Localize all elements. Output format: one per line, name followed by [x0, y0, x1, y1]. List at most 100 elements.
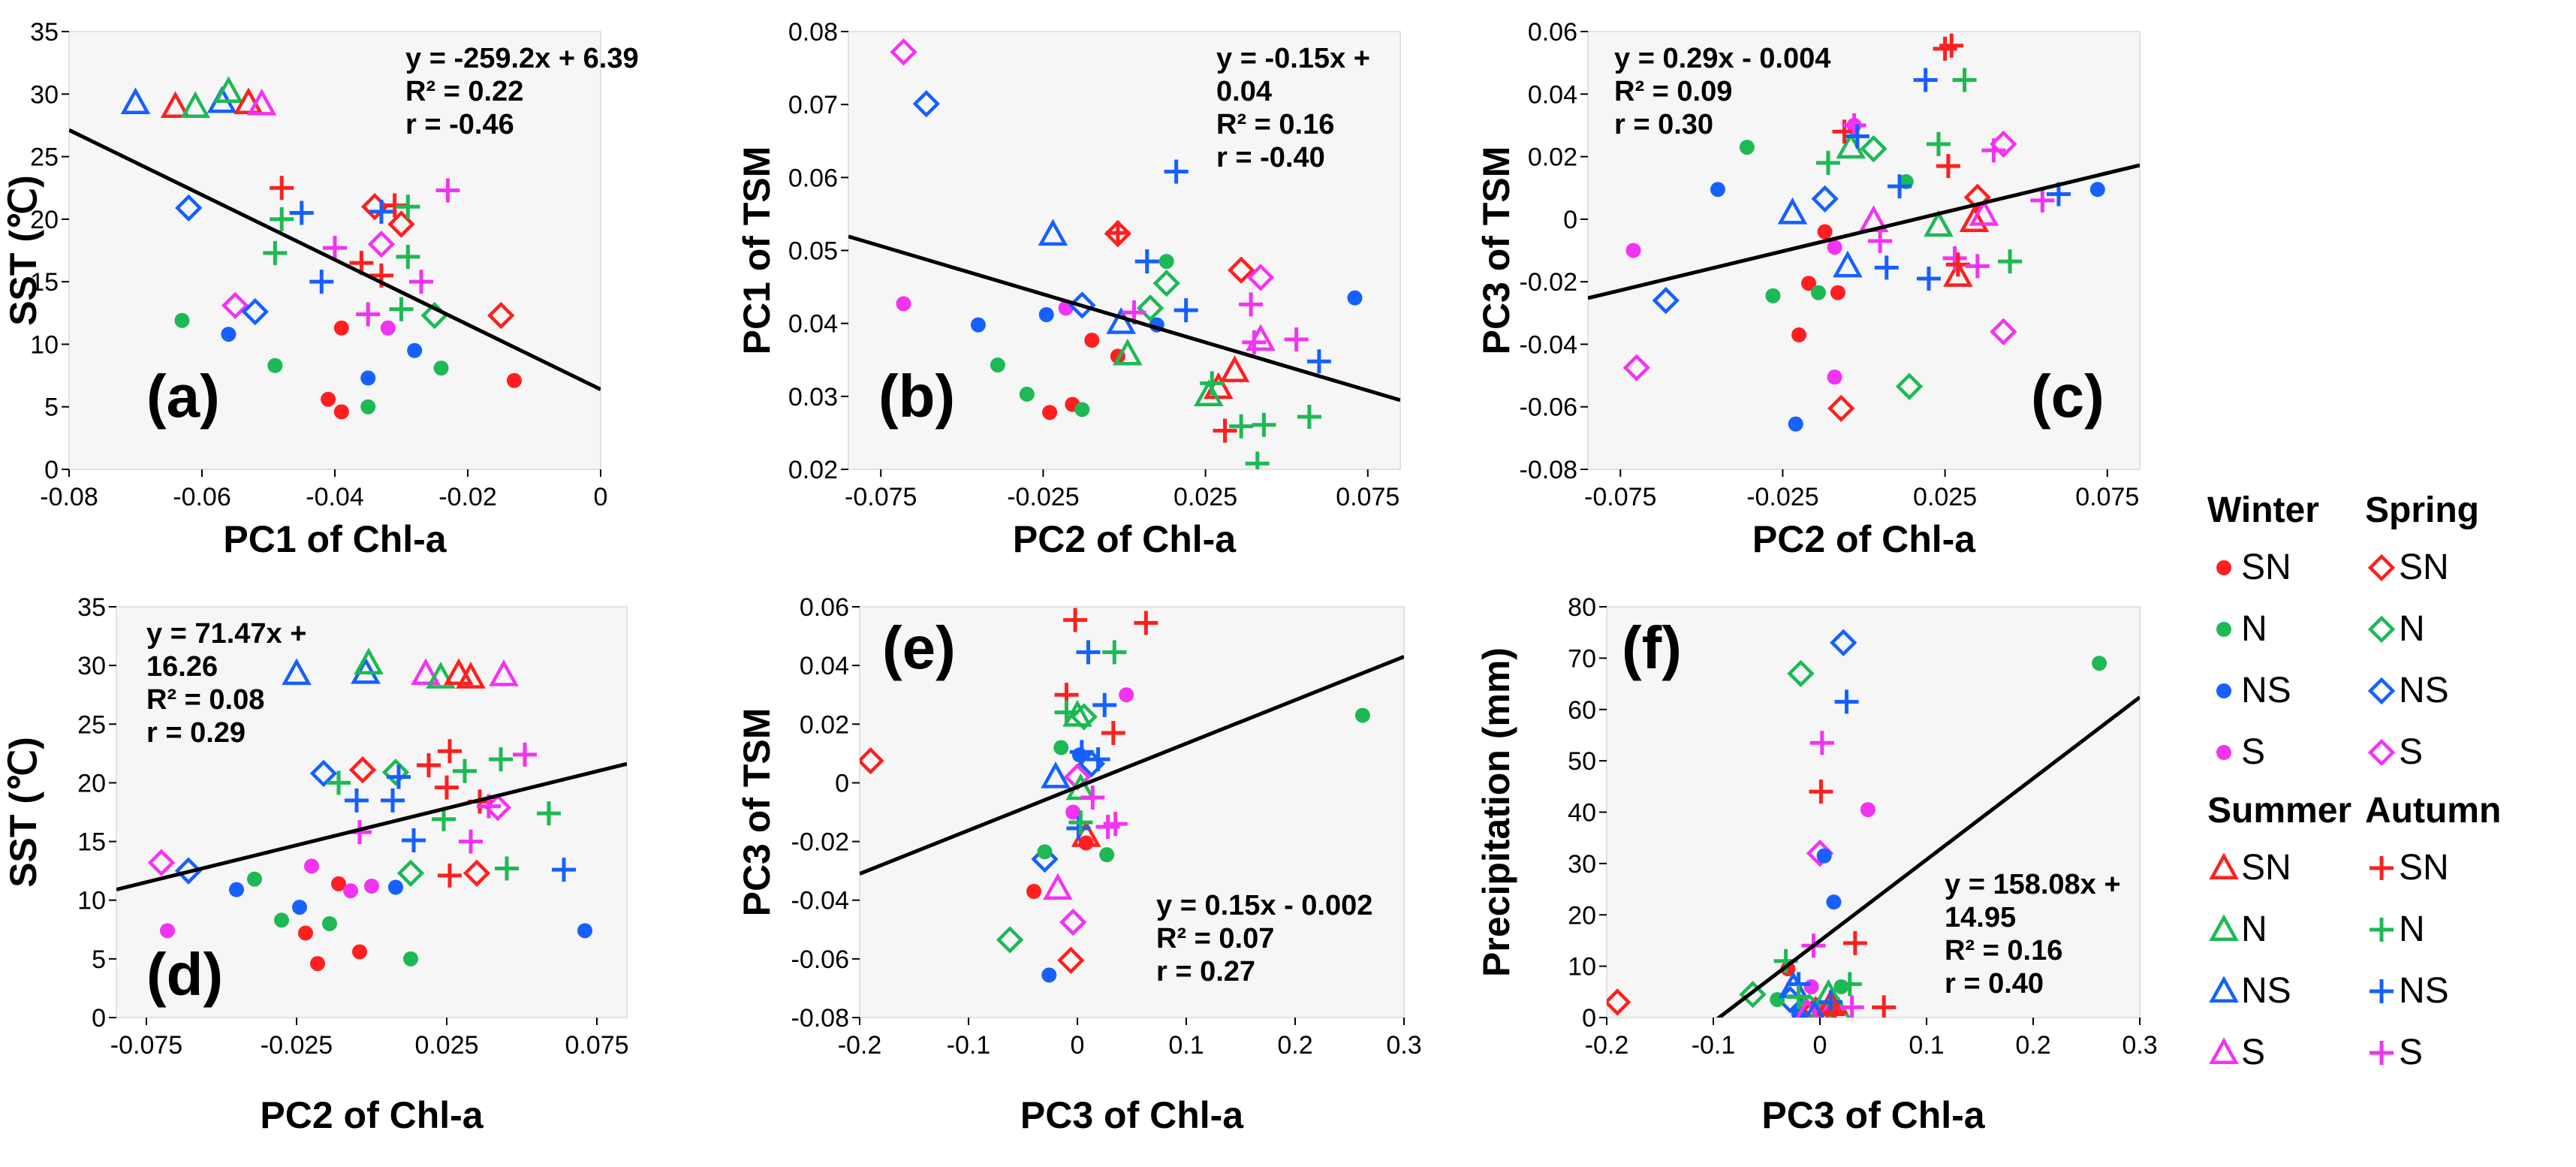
point-spring-s: [367, 230, 396, 258]
point-winter-ns: [1816, 848, 1832, 864]
point-summer-n: [354, 647, 384, 675]
point-winter-ns: [2089, 182, 2105, 198]
point-autumn-s: [1842, 113, 1866, 137]
point-winter-ns: [1710, 182, 1725, 198]
point-summer-sn: [1959, 205, 1990, 232]
point-spring-sn: [462, 859, 491, 887]
regression-equation-line: r = 0.40: [1945, 968, 2044, 1000]
point-winter-s: [896, 296, 911, 312]
data-layer-f: [1607, 629, 2140, 1018]
panel-label: (c): [2031, 363, 2104, 430]
regression-line: [848, 234, 1400, 403]
point-winter-sn: [1791, 327, 1807, 342]
regression-equation-line: y = 158.08x +: [1945, 869, 2121, 900]
x-tick-label: 0.1: [1909, 1031, 1944, 1060]
point-autumn-sn: [1063, 608, 1088, 632]
legend-season-spring: Spring: [2365, 490, 2479, 530]
point-winter-sn: [333, 320, 349, 336]
point-spring-n: [1895, 372, 1924, 400]
legend-label: NS: [2399, 971, 2449, 1011]
legend-label: NS: [2399, 671, 2449, 710]
point-autumn-n: [1252, 412, 1276, 437]
point-spring-sn: [348, 756, 377, 784]
point-summer-ns: [1106, 307, 1137, 334]
point-autumn-sn: [417, 752, 441, 777]
point-winter-n: [1099, 847, 1115, 863]
point-spring-s: [147, 849, 176, 876]
panel-label: (d): [146, 941, 223, 1008]
point-autumn-sn: [1872, 995, 1897, 1018]
legend-marker-winter-sn: [2216, 560, 2231, 575]
x-tick-label: -0.02: [438, 483, 497, 511]
point-autumn-ns: [289, 201, 314, 225]
y-tick-label: -0.06: [791, 945, 850, 974]
point-winter-s: [1827, 369, 1842, 385]
point-summer-sn: [160, 91, 191, 118]
point-summer-n: [180, 91, 210, 118]
point-autumn-n: [327, 770, 351, 795]
y-tick-label: 70: [1568, 644, 1596, 673]
point-autumn-n: [396, 194, 420, 219]
x-tick-label: 0.3: [1386, 1031, 1421, 1060]
point-winter-sn: [1042, 405, 1058, 421]
point-winter-n: [1053, 740, 1069, 755]
y-tick-label: 80: [1568, 593, 1596, 622]
point-autumn-s: [1239, 292, 1264, 317]
legend: WinterSNNNSSSpringSNNNSSSummerSNNNSSAutu…: [2207, 490, 2501, 1072]
point-winter-s: [1860, 802, 1876, 818]
y-tick-label: 60: [1568, 696, 1596, 725]
y-tick-label: 0.06: [800, 593, 849, 622]
x-axis-title: PC2 of Chl-a: [1752, 518, 1976, 560]
regression-equation-line: y = -0.15x +: [1216, 43, 1370, 74]
x-tick-label: 0: [1071, 1031, 1085, 1060]
regression-equation-line: y = 0.29x - 0.004: [1614, 43, 1830, 74]
legend-marker-spring-ns: [2367, 677, 2396, 705]
legend-label: NS: [2241, 971, 2291, 1011]
point-summer-ns: [282, 658, 312, 686]
point-spring-s: [1059, 908, 1087, 936]
point-spring-ns: [1652, 286, 1680, 315]
legend-label: SN: [2399, 547, 2449, 587]
point-autumn-n: [270, 207, 294, 231]
point-autumn-ns: [381, 788, 405, 813]
regression-equation-line: y = 0.15x - 0.002: [1156, 890, 1372, 921]
point-spring-s: [1990, 318, 2017, 345]
y-tick-label: -0.02: [1520, 268, 1578, 297]
x-tick-label: 0.075: [2075, 483, 2139, 511]
point-summer-n: [426, 662, 456, 689]
point-winter-sn: [1026, 883, 1041, 899]
y-axis-title: PC3 of TSM: [1475, 146, 1517, 355]
x-tick-label: -0.025: [1746, 483, 1818, 511]
point-autumn-n: [1054, 700, 1079, 725]
y-tick-label: 25: [77, 710, 106, 739]
point-summer-ns: [1833, 250, 1863, 278]
point-autumn-sn: [1134, 611, 1158, 635]
point-winter-s: [1803, 979, 1819, 994]
x-axis-title: PC3 of Chl-a: [1020, 1094, 1244, 1136]
point-autumn-n: [489, 747, 513, 772]
y-tick-label: 0: [1582, 1004, 1596, 1033]
point-spring-sn: [1227, 256, 1255, 284]
point-autumn-sn: [270, 176, 294, 201]
point-winter-ns: [1071, 747, 1087, 763]
point-autumn-n: [1786, 985, 1811, 1009]
y-tick-label: 0: [1563, 206, 1577, 234]
x-tick-label: -0.2: [1585, 1031, 1629, 1060]
point-autumn-s: [1242, 330, 1267, 354]
point-winter-ns: [1788, 416, 1803, 432]
x-tick-label: 0: [1813, 1031, 1827, 1060]
point-winter-s: [160, 923, 175, 939]
x-tick-label: 0.025: [1913, 483, 1977, 511]
point-autumn-s: [1868, 229, 1893, 254]
point-winter-s: [304, 858, 319, 874]
regression-line: [1588, 163, 2140, 300]
point-autumn-n: [1297, 405, 1321, 430]
point-autumn-n: [1068, 810, 1093, 835]
point-spring-ns: [912, 90, 940, 118]
point-spring-sn: [860, 746, 884, 775]
point-autumn-ns: [1134, 249, 1159, 274]
legend-label: N: [2241, 609, 2267, 649]
point-autumn-ns: [1874, 255, 1899, 280]
x-tick-label: -0.075: [110, 1031, 182, 1060]
point-spring-sn: [1963, 183, 1992, 211]
